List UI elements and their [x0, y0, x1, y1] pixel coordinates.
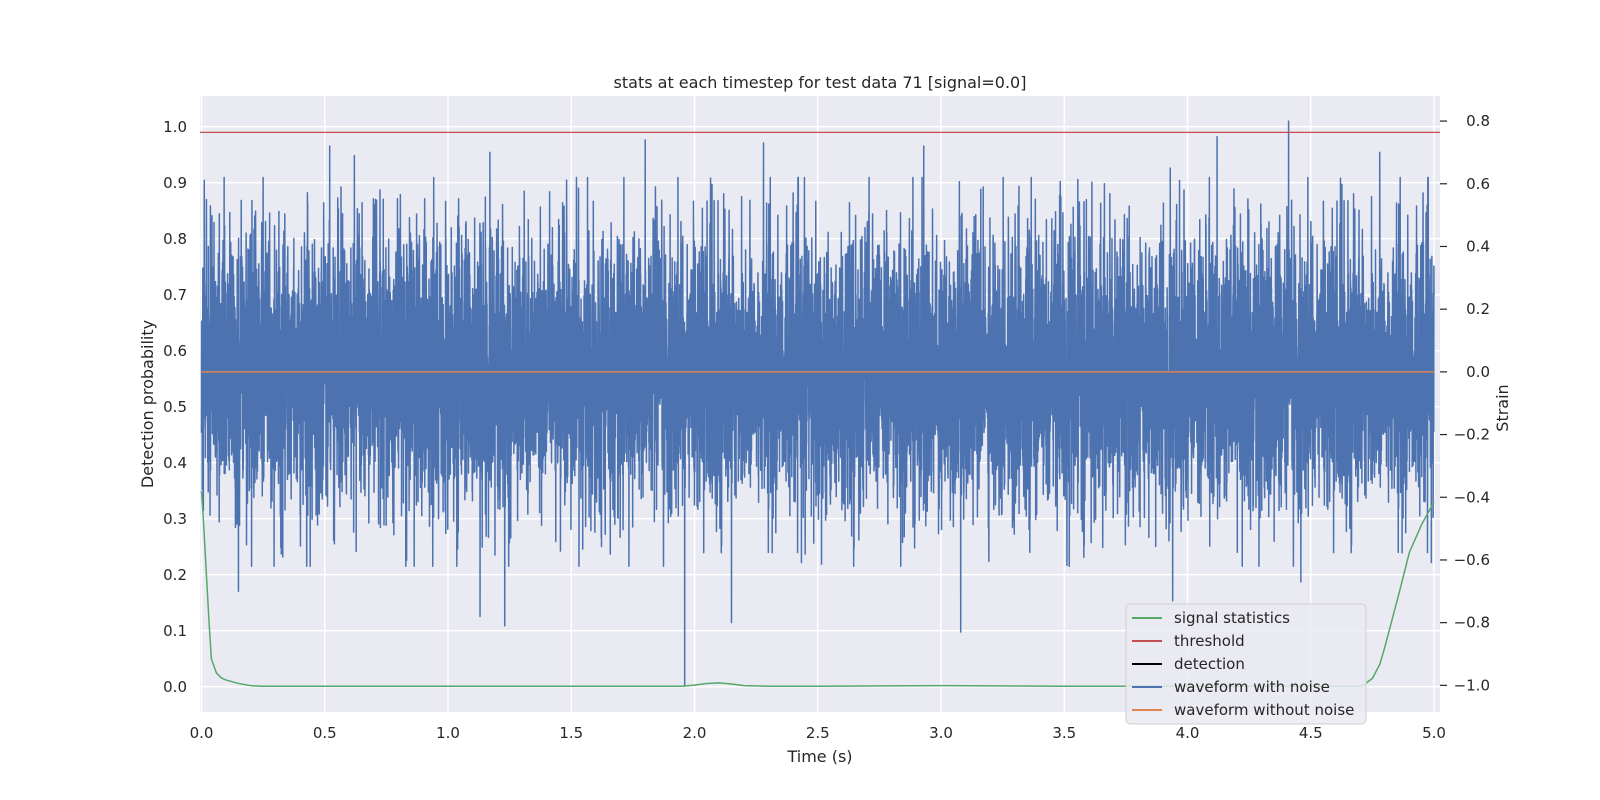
x-tick-label: 2.0: [683, 724, 707, 742]
signal-statistics-line: [200, 490, 1435, 687]
y-tick-label: 0.8: [163, 230, 187, 248]
x-tick-label: 2.5: [806, 724, 830, 742]
y-tick-label: 0.6: [163, 342, 187, 360]
y-axis-left: 0.0 0.1 0.2 0.3 0.4 0.5 0.6 0.7 0.8 0.9 1.0: [163, 118, 187, 696]
y2-tick-label: 0.8: [1466, 112, 1490, 130]
x-tick-label: 5.0: [1422, 724, 1446, 742]
legend-label: waveform with noise: [1174, 678, 1330, 696]
y2-tick-label: 0.6: [1466, 175, 1490, 193]
y2-tick-label: −0.8: [1454, 614, 1490, 632]
legend-label: detection: [1174, 655, 1245, 673]
x-tick-label: 1.0: [436, 724, 460, 742]
x-tick-label: 0.5: [313, 724, 337, 742]
waveform-with-noise-line: [200, 120, 1435, 687]
y-axis-right: −1.0 −0.8 −0.6 −0.4 −0.2 0.0 0.2 0.4 0.6 0.8: [1440, 112, 1490, 694]
y-tick-label: 0.2: [163, 566, 187, 584]
x-tick-label: 4.0: [1176, 724, 1200, 742]
y2-tick-label: 0.4: [1466, 237, 1490, 255]
y-tick-label: 0.1: [163, 622, 187, 640]
x-tick-label: 0.0: [190, 724, 214, 742]
x-axis: 0.0 0.5 1.0 1.5 2.0 2.5 3.0 3.5 4.0 4.5 5.0: [190, 724, 1446, 742]
y-axis-label: Detection probability: [138, 320, 157, 488]
y-tick-label: 0.5: [163, 398, 187, 416]
legend: signal statistics threshold detection wavef…: [1125, 603, 1367, 725]
legend-box: [1125, 603, 1367, 725]
y-tick-label: 0.7: [163, 286, 187, 304]
y2-tick-label: −0.4: [1454, 488, 1490, 506]
y2-tick-label: −0.6: [1454, 551, 1490, 569]
y-tick-label: 0.3: [163, 510, 187, 528]
y2-tick-label: 0.2: [1466, 300, 1490, 318]
x-tick-label: 4.5: [1299, 724, 1323, 742]
legend-label: waveform without noise: [1174, 701, 1354, 719]
series-layer: [200, 120, 1440, 687]
legend-label: signal statistics: [1174, 609, 1290, 627]
legend-label: threshold: [1174, 632, 1245, 650]
y-tick-label: 1.0: [163, 118, 187, 136]
x-tick-label: 1.5: [559, 724, 583, 742]
y2-axis-label: Strain: [1493, 384, 1512, 431]
y-tick-label: 0.4: [163, 454, 187, 472]
chart-title: stats at each timestep for test data 71 …: [614, 73, 1027, 92]
x-tick-label: 3.0: [929, 724, 953, 742]
y2-tick-label: −1.0: [1454, 676, 1490, 694]
y-tick-label: 0.0: [163, 678, 187, 696]
x-axis-label: Time (s): [786, 747, 852, 766]
x-tick-label: 3.5: [1052, 724, 1076, 742]
y-tick-label: 0.9: [163, 174, 187, 192]
y2-tick-label: −0.2: [1454, 426, 1490, 444]
y2-tick-label: 0.0: [1466, 363, 1490, 381]
